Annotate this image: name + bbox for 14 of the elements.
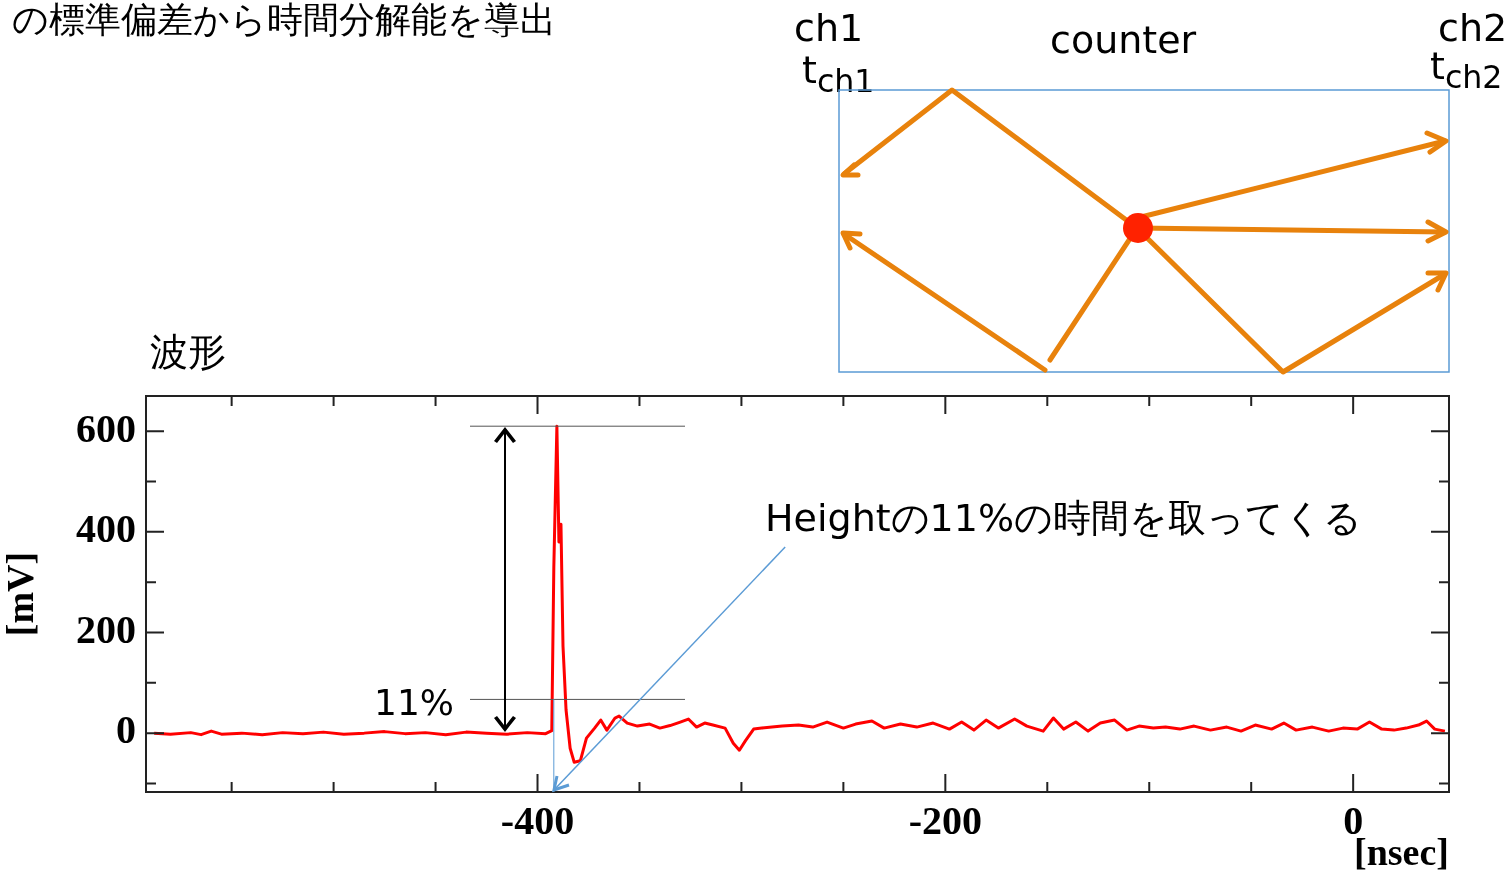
y-axis-title: [mV] [0, 551, 41, 637]
x-tick-label: -200 [908, 798, 982, 844]
annotation: 11% [374, 682, 455, 723]
y-tick-label: 400 [76, 506, 136, 552]
annotation: Heightの11%の時間を取ってくる [765, 496, 1363, 540]
text: counter [1050, 18, 1197, 62]
text: t$_{ch1}$ [802, 48, 875, 99]
y-tick-label: 600 [76, 405, 136, 451]
text: の標準偏差から時間分解能を導出 [12, 0, 556, 40]
y-tick-label: 0 [116, 707, 136, 753]
x-tick-label: -400 [500, 798, 575, 844]
chart-title: 波形 [150, 330, 226, 374]
y-tick-label: 200 [76, 606, 136, 652]
text: ch1 [794, 6, 864, 50]
